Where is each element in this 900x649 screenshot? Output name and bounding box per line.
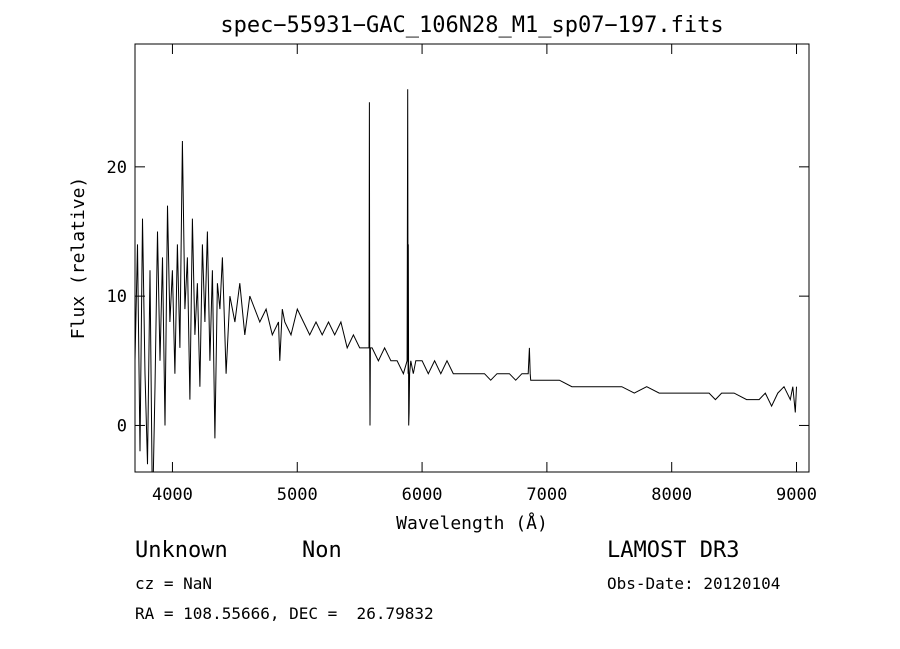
y-tick-label: 0: [117, 416, 127, 436]
x-tick-label: 6000: [402, 485, 443, 505]
observation-date: Obs-Date: 20120104: [607, 574, 781, 593]
object-class: Unknown: [135, 538, 228, 563]
x-tick-label: 9000: [776, 485, 817, 505]
object-subclass: Non: [302, 538, 342, 563]
x-tick-label: 7000: [526, 485, 567, 505]
chart-title: spec−55931−GAC_106N28_M1_sp07−197.fits: [220, 13, 723, 38]
y-axis-label: Flux (relative): [68, 177, 89, 340]
x-tick-label: 5000: [277, 485, 318, 505]
x-tick-label: 4000: [152, 485, 193, 505]
coordinates-readout: RA = 108.55666, DEC = 26.79832: [135, 604, 434, 623]
survey-label: LAMOST DR3: [607, 538, 740, 563]
x-axis: 4000 5000 6000 7000 8000 9000: [152, 44, 817, 505]
plot-frame: [134, 43, 810, 473]
y-tick-label: 20: [107, 158, 127, 178]
x-axis-label: Wavelength (Å): [396, 512, 548, 534]
spectrum-series-line: [135, 89, 797, 472]
x-tick-label: 8000: [651, 485, 692, 505]
y-tick-label: 10: [107, 287, 127, 307]
redshift-readout: cz = NaN: [135, 574, 213, 593]
